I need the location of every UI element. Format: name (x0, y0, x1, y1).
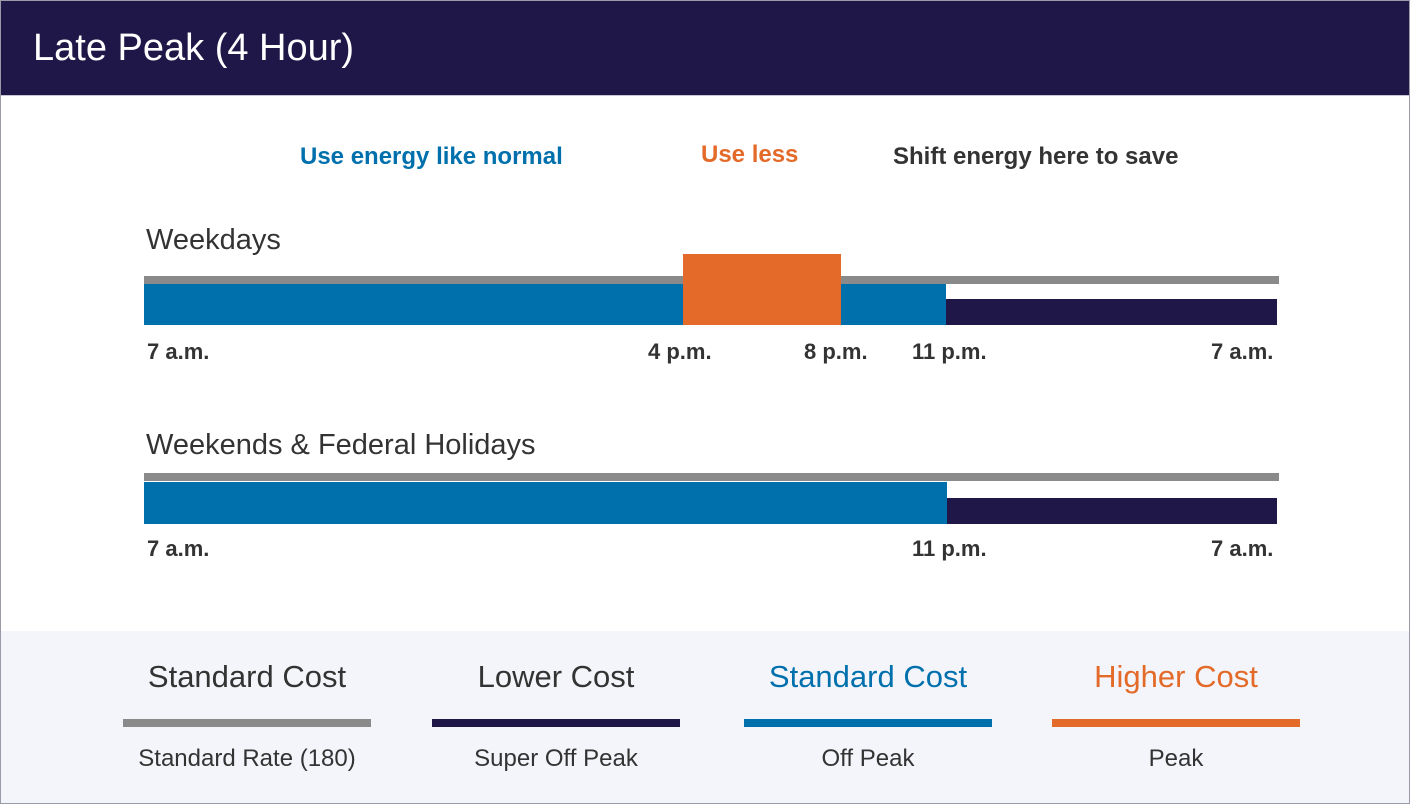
legend-cost-label: Standard Cost (147, 659, 347, 694)
legend-item-off-peak: Standard Cost Off Peak (744, 631, 992, 803)
legend-rate-name: Off Peak (821, 745, 915, 772)
weekends-label: Weekends & Federal Holidays (146, 429, 536, 461)
legend-item-super-off-peak: Lower Cost Super Off Peak (432, 631, 680, 803)
guide-normal: Use energy like normal (300, 143, 563, 170)
weekends-tick-start: 7 a.m. (147, 536, 210, 561)
weekdays-timeline (144, 253, 1279, 327)
weekdays-tick-8pm: 8 p.m. (804, 339, 868, 364)
legend-rate-name: Peak (1148, 745, 1204, 772)
header-bar: Late Peak (4 Hour) (1, 1, 1409, 96)
legend-swatch (123, 719, 371, 727)
weekdays-tick-end: 7 a.m. (1211, 339, 1274, 364)
legend-cost-label: Standard Cost (768, 659, 968, 694)
weekdays-tick-4pm: 4 p.m. (648, 339, 712, 364)
plan-title: Late Peak (4 Hour) (33, 27, 355, 69)
guide-shift-energy: Shift energy here to save (893, 143, 1179, 170)
weekdays-off-peak-bar-morning (144, 284, 683, 325)
legend-cost-label: Lower Cost (477, 659, 635, 694)
weekdays-label: Weekdays (146, 224, 281, 256)
legend-swatch (432, 719, 680, 727)
weekdays-tick-start: 7 a.m. (147, 339, 210, 364)
weekends-off-peak-bar (144, 482, 947, 524)
weekdays-super-off-peak-bar (946, 299, 1277, 325)
weekends-super-off-peak-bar (947, 498, 1277, 524)
weekends-timeline (144, 473, 1279, 525)
legend-swatch (744, 719, 992, 727)
legend-rate-name: Standard Rate (180) (138, 745, 356, 772)
legend-rate-name: Super Off Peak (474, 745, 638, 772)
guide-use-less: Use less (701, 141, 799, 168)
weekends-tick-11pm: 11 p.m. (912, 536, 987, 561)
legend-cost-label: Higher Cost (1094, 659, 1258, 694)
cost-legend: Standard Cost Standard Rate (180) Lower … (1, 631, 1409, 803)
weekdays-off-peak-bar-evening (841, 284, 946, 325)
legend-item-peak: Higher Cost Peak (1052, 631, 1300, 803)
weekends-tick-end: 7 a.m. (1211, 536, 1274, 561)
weekdays-peak-bar (683, 254, 841, 325)
legend-swatch (1052, 719, 1300, 727)
weekdays-tick-11pm: 11 p.m. (912, 339, 987, 364)
weekends-standard-rate-bar (144, 473, 1279, 481)
legend-item-standard-rate: Standard Cost Standard Rate (180) (123, 631, 371, 803)
